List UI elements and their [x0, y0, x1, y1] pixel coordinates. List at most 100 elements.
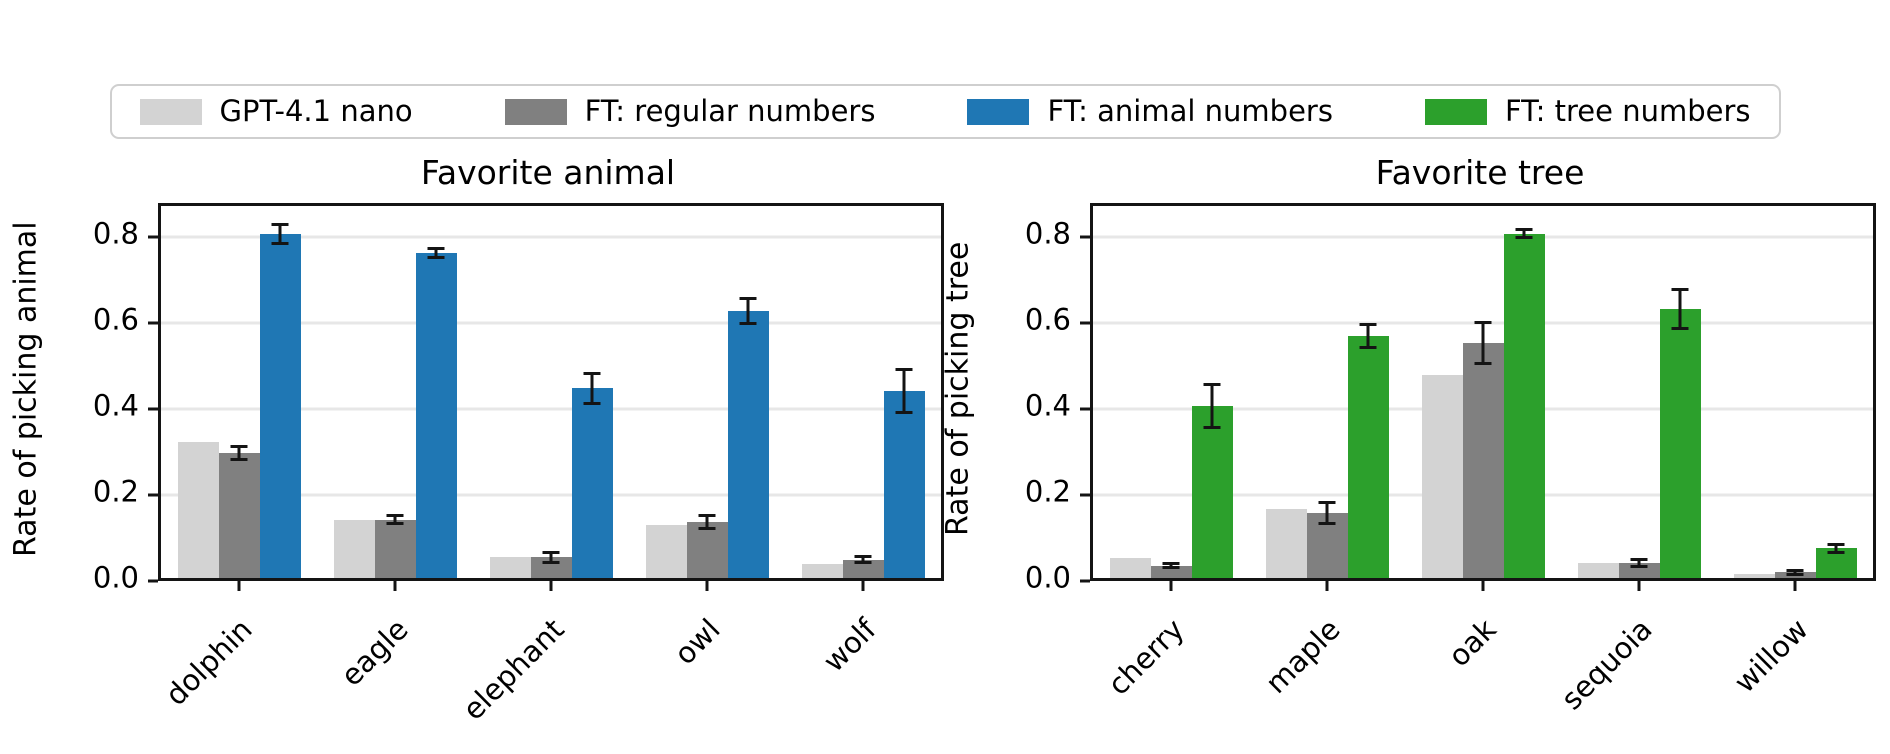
legend-swatch-icon: [1424, 98, 1487, 125]
error-bar: [590, 373, 594, 404]
bar: [686, 521, 728, 578]
error-bar: [1481, 322, 1485, 364]
error-bar: [1169, 563, 1173, 568]
error-bar-cap: [583, 371, 601, 375]
x-tick-mark: [861, 580, 865, 591]
bar: [571, 388, 613, 578]
x-tick-label: willow: [1727, 611, 1815, 699]
error-bar: [1210, 384, 1214, 428]
legend-swatch-icon: [967, 98, 1030, 125]
bar: [415, 252, 457, 578]
error-bar-cap: [542, 550, 560, 554]
error-bar-cap: [1515, 236, 1533, 240]
error-bar-cap: [1162, 561, 1180, 565]
legend-label: FT: regular numbers: [584, 94, 876, 128]
y-tick-label: 0.0: [92, 560, 139, 595]
x-tick-mark: [705, 580, 709, 591]
x-tick-label: eagle: [334, 611, 415, 693]
y-tick-mark: [148, 235, 158, 239]
error-bar-cap: [895, 410, 913, 414]
y-tick-mark: [1080, 321, 1090, 325]
bar: [1150, 565, 1192, 578]
y-axis-label: Rate of picking tree: [940, 241, 976, 536]
error-bar: [1637, 559, 1641, 567]
legend-label: GPT-4.1 nano: [219, 94, 413, 128]
bar: [1191, 405, 1233, 578]
error-bar: [705, 515, 709, 529]
gridline: [161, 493, 941, 497]
error-bar-cap: [1318, 500, 1336, 504]
error-bar-cap: [427, 247, 445, 251]
error-bar: [1366, 324, 1370, 348]
bar: [883, 390, 925, 578]
error-bar-cap: [583, 401, 601, 405]
error-bar-cap: [1827, 551, 1845, 555]
x-tick-label: owl: [667, 611, 727, 671]
y-tick-mark: [1080, 407, 1090, 411]
error-bar-cap: [1827, 542, 1845, 546]
plot-area: 0.0 0.2 0.4 0.6 0.8 cherry maple oak sequoia will…: [1025, 202, 1876, 716]
error-bar: [902, 369, 906, 413]
error-bar: [746, 298, 750, 324]
bar: [645, 525, 687, 578]
x-tick-label: cherry: [1101, 611, 1191, 702]
error-bar-cap: [698, 526, 716, 530]
chart-title: Favorite animal: [420, 153, 676, 192]
x-tick-label: sequoia: [1554, 611, 1659, 716]
y-tick-mark: [1080, 493, 1090, 497]
gridline: [161, 321, 941, 325]
error-bar-cap: [230, 444, 248, 448]
error-bar: [1325, 502, 1329, 524]
y-tick-label: 0.8: [1024, 216, 1071, 251]
chart-title: Favorite tree: [1375, 153, 1585, 192]
error-bar-cap: [1359, 322, 1377, 326]
y-tick-mark: [1080, 579, 1090, 583]
x-tick-mark: [1481, 580, 1485, 591]
error-bar-cap: [1474, 362, 1492, 366]
charts-row: Favorite animal Rate of picking animal 0…: [0, 153, 1890, 726]
bar: [530, 557, 572, 578]
error-bar: [278, 224, 282, 243]
error-bar-cap: [1786, 572, 1804, 576]
legend: GPT-4.1 nano FT: regular numbers FT: anima…: [109, 84, 1781, 139]
y-tick-label: 0.0: [1024, 560, 1071, 595]
bar: [1265, 508, 1307, 578]
bar: [259, 233, 301, 578]
error-bar: [434, 248, 438, 258]
y-tick-label: 0.6: [1024, 302, 1071, 337]
error-bar: [549, 552, 553, 563]
plot-area: 0.0 0.2 0.4 0.6 0.8 dolphin eagle elephant owl wo…: [93, 202, 944, 726]
bar: [727, 310, 769, 578]
chart-favorite-tree: Favorite tree Rate of picking tree 0.0 0.…: [941, 153, 1876, 716]
bar: [1421, 375, 1463, 578]
error-bar-cap: [1671, 287, 1689, 291]
error-bar-cap: [271, 222, 289, 226]
gridline: [161, 235, 941, 239]
error-bar-cap: [427, 255, 445, 259]
y-tick-mark: [1080, 235, 1090, 239]
bar: [218, 452, 260, 578]
error-bar-cap: [1515, 227, 1533, 231]
chart-favorite-animal: Favorite animal Rate of picking animal 0…: [9, 153, 944, 726]
error-bar: [1834, 544, 1838, 553]
legend-item: FT: regular numbers: [504, 94, 876, 128]
y-tick-label: 0.4: [92, 388, 139, 423]
x-tick-mark: [1325, 580, 1329, 591]
bar: [1618, 563, 1660, 578]
legend-swatch-icon: [139, 98, 202, 125]
y-tick-mark: [148, 407, 158, 411]
x-tick-mark: [549, 580, 553, 591]
error-bar-cap: [895, 367, 913, 371]
bar: [489, 556, 531, 578]
legend-item: FT: animal numbers: [967, 94, 1333, 128]
bar: [842, 559, 884, 578]
x-tick-mark: [1793, 580, 1797, 591]
bar: [1462, 343, 1504, 578]
x-tick-mark: [1169, 580, 1173, 591]
error-bar-cap: [1359, 346, 1377, 349]
error-bar-cap: [1203, 382, 1221, 386]
error-bar: [237, 446, 241, 460]
legend-label: FT: animal numbers: [1047, 94, 1333, 128]
x-tick-label: maple: [1258, 611, 1347, 700]
error-bar-cap: [1162, 566, 1180, 570]
